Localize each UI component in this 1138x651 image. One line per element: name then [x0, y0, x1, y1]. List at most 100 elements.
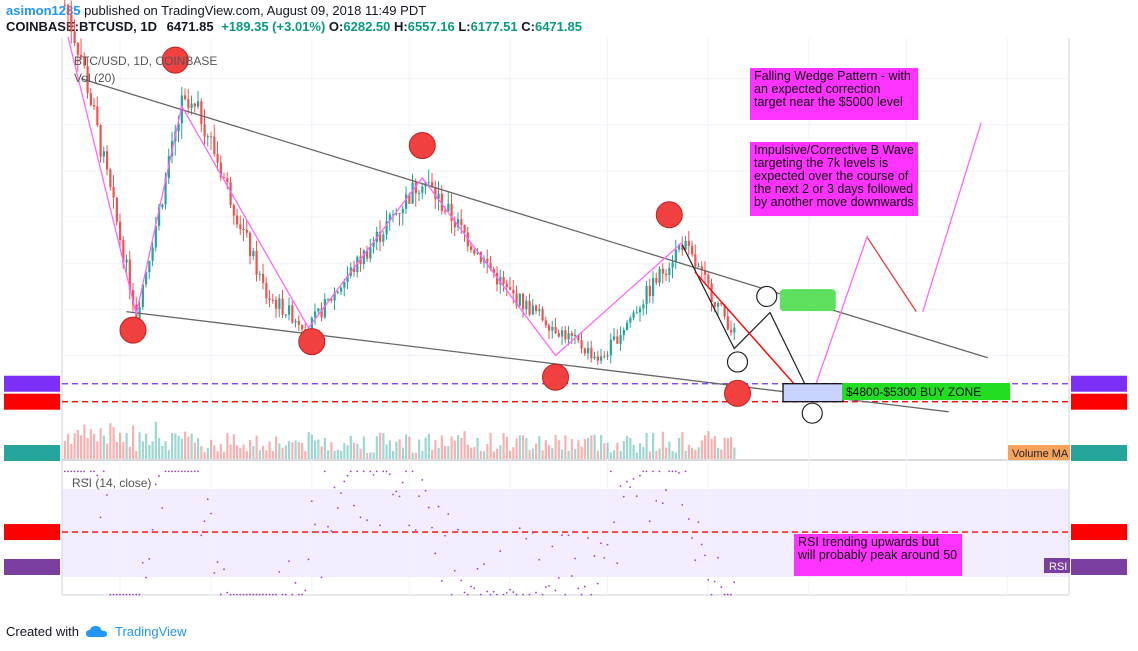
candle-body — [281, 298, 284, 315]
price-change: +189.35 (+3.01%) — [221, 19, 326, 34]
rsi-current-bg-left — [4, 559, 60, 575]
rsi-point — [73, 470, 76, 473]
volume-bar — [320, 446, 323, 459]
candle-body — [213, 136, 216, 155]
rsi-point — [726, 593, 729, 596]
abc-marker-circle — [756, 285, 778, 308]
candle-body — [479, 251, 482, 263]
volume-bar — [733, 447, 736, 459]
chart-title: BTC/USD, 1D, COINBASE — [74, 54, 217, 68]
volume-bar — [479, 450, 482, 459]
candle-body — [219, 162, 222, 178]
tradingview-cloud-icon — [85, 625, 107, 637]
candle-body — [154, 225, 157, 248]
candle-body — [492, 269, 495, 273]
rsi-point — [301, 593, 303, 596]
note-rsi[interactable]: RSI trending upwards but will probably p… — [794, 534, 962, 576]
rsi-point — [580, 593, 583, 596]
rsi-point — [210, 512, 212, 515]
low-label: L: — [458, 19, 471, 34]
candle-body — [284, 314, 287, 316]
volume-bar — [522, 435, 525, 459]
candle-body — [323, 298, 326, 318]
volume-bar — [392, 450, 395, 459]
rsi-point — [86, 478, 89, 481]
rsi-point — [223, 568, 225, 571]
volume-label-bg-right — [1071, 445, 1127, 461]
drawings[interactable] — [4, 36, 1127, 575]
rsi-point — [613, 521, 615, 524]
rsi-point — [307, 558, 310, 561]
high-value: 6557.16 — [407, 19, 455, 34]
candle-body — [473, 249, 476, 254]
volume-bar — [330, 442, 333, 459]
tradingview-link[interactable]: TradingView — [114, 624, 187, 639]
candle-body — [733, 327, 736, 333]
rsi-point — [174, 470, 177, 473]
rsi-point — [463, 591, 466, 594]
candle-body — [632, 312, 635, 318]
volume-bar — [187, 436, 190, 459]
rsi-point — [366, 519, 368, 522]
candle-body — [687, 240, 690, 246]
rsi-point — [528, 593, 531, 596]
candle-body — [164, 178, 167, 205]
volume-bar — [141, 441, 144, 459]
author-name[interactable]: asimon1285 — [6, 3, 81, 18]
rsi-point — [450, 593, 453, 596]
candle-body — [544, 320, 547, 326]
candle-body — [470, 246, 473, 250]
volume-bar — [687, 444, 690, 459]
candle-body — [258, 273, 261, 275]
buy-zone-badge[interactable] — [842, 383, 1010, 400]
open-label: O: — [328, 19, 344, 34]
rsi-point — [219, 593, 222, 596]
rsi-point — [496, 593, 498, 596]
volume-bar — [492, 451, 495, 459]
candle-body — [593, 356, 596, 359]
candle-body — [639, 308, 642, 313]
volume-bar — [106, 443, 109, 459]
volume-bar — [265, 450, 268, 459]
rsi-point — [154, 483, 157, 486]
rsi-point — [652, 470, 654, 473]
volume-bar — [574, 448, 577, 459]
candle-body — [405, 194, 408, 209]
high-label: H: — [394, 19, 408, 34]
volume-bar — [613, 450, 616, 459]
rsi-point — [522, 593, 524, 596]
note-impulsive-wave[interactable]: Impulsive/Corrective B Wave targeting th… — [750, 142, 918, 216]
candle-body — [366, 250, 369, 259]
rsi-point — [447, 513, 450, 515]
rsi-point — [291, 593, 294, 596]
candle-body — [658, 268, 661, 283]
candle-body — [499, 277, 502, 285]
rsi-point — [479, 593, 482, 596]
volume-bar — [697, 447, 700, 459]
candle-body — [447, 203, 450, 212]
rsi-point — [93, 470, 95, 473]
rsi-point — [405, 470, 407, 473]
volume-bar — [570, 438, 573, 459]
publish-info: published on TradingView.com, August 09,… — [84, 3, 427, 18]
volume-bars — [63, 421, 736, 459]
volume-bar — [606, 442, 609, 459]
candle-body — [518, 293, 521, 306]
candle-body — [580, 340, 583, 349]
note-falling-wedge[interactable]: Falling Wedge Pattern - with an expected… — [750, 68, 918, 120]
volume-bar — [603, 443, 606, 459]
volume-bar — [665, 447, 668, 459]
volume-bar — [622, 441, 625, 459]
rsi-point — [336, 507, 339, 509]
volume-bar — [655, 450, 658, 459]
volume-bar — [437, 447, 440, 459]
volume-bar — [158, 438, 161, 459]
rsi-point — [255, 593, 258, 596]
candle-body — [145, 272, 148, 285]
rsi-point — [249, 593, 251, 596]
volume-bar — [408, 436, 411, 459]
volume-bar — [577, 440, 580, 459]
rsi-point — [278, 570, 281, 573]
candle-body — [694, 254, 697, 267]
